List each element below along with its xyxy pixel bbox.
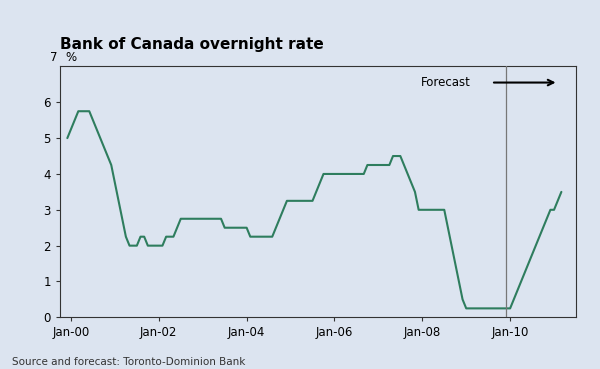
Text: Bank of Canada overnight rate: Bank of Canada overnight rate <box>60 37 324 52</box>
Text: 7: 7 <box>50 51 58 64</box>
Text: Forecast: Forecast <box>421 76 471 89</box>
Text: Source and forecast: Toronto-Dominion Bank: Source and forecast: Toronto-Dominion Ba… <box>12 357 245 367</box>
Text: %: % <box>65 51 76 64</box>
